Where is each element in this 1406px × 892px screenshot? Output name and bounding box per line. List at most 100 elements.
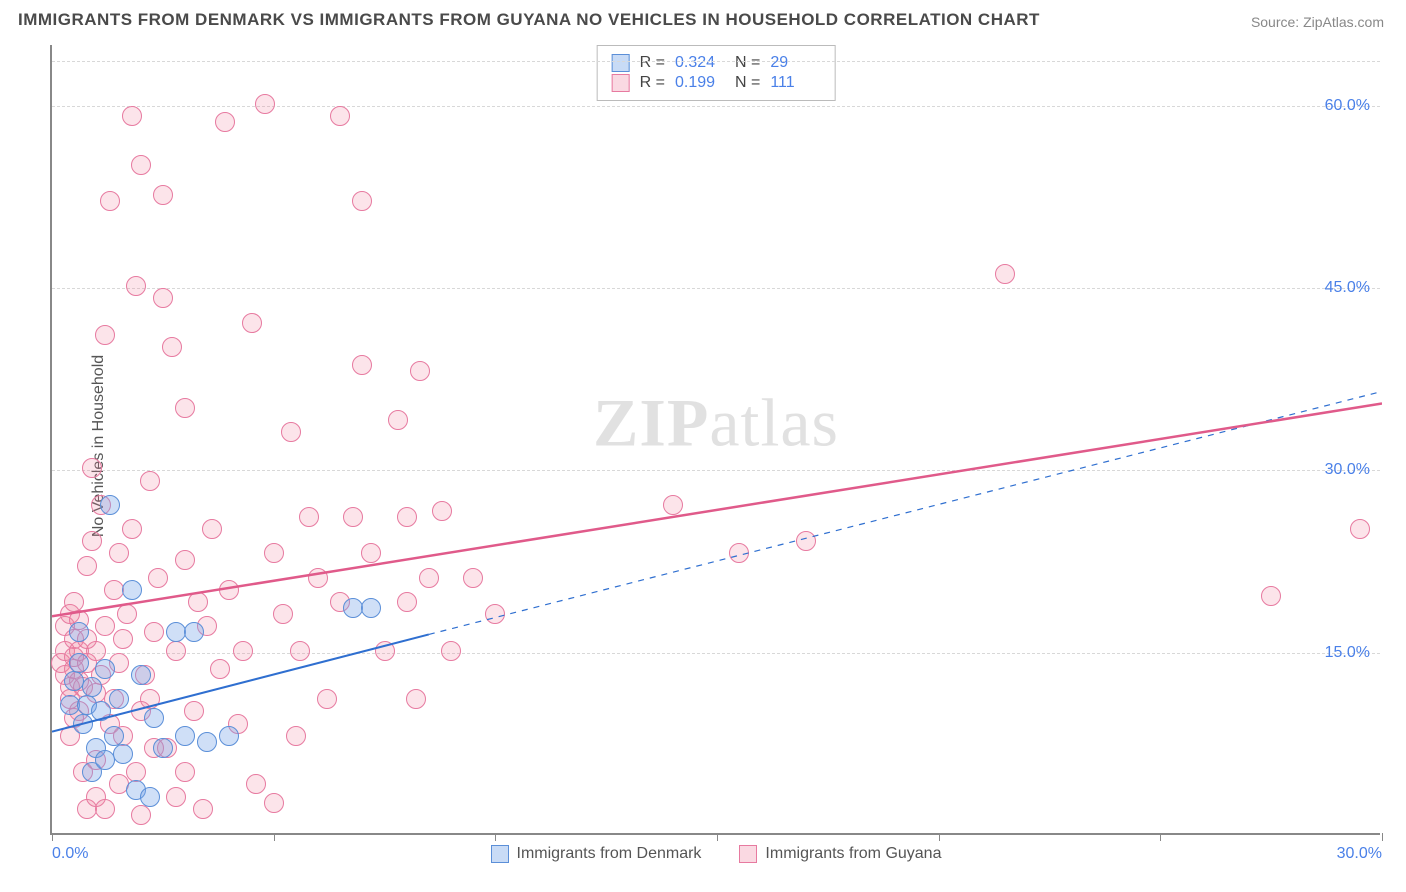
data-point: [286, 726, 306, 746]
data-point: [233, 641, 253, 661]
data-point: [406, 689, 426, 709]
data-point: [242, 313, 262, 333]
gridline: [52, 470, 1380, 471]
data-point: [184, 622, 204, 642]
legend-item-guyana: Immigrants from Guyana: [739, 845, 941, 863]
data-point: [131, 805, 151, 825]
x-tick: [1382, 833, 1383, 841]
gridline: [52, 288, 1380, 289]
n-value: 111: [770, 74, 820, 92]
data-point: [361, 598, 381, 618]
data-point: [361, 543, 381, 563]
data-point: [246, 774, 266, 794]
data-point: [210, 659, 230, 679]
stat-label: R =: [640, 74, 665, 92]
data-point: [193, 799, 213, 819]
data-point: [166, 787, 186, 807]
data-point: [113, 629, 133, 649]
data-point: [73, 714, 93, 734]
stat-label: N =: [735, 74, 760, 92]
data-point: [184, 701, 204, 721]
data-point: [352, 355, 372, 375]
data-point: [162, 337, 182, 357]
data-point: [281, 422, 301, 442]
x-tick: [717, 833, 718, 841]
x-tick: [52, 833, 53, 841]
stats-row-denmark: R = 0.324 N = 29: [612, 54, 821, 72]
data-point: [397, 592, 417, 612]
data-point: [290, 641, 310, 661]
data-point: [264, 793, 284, 813]
data-point: [1261, 586, 1281, 606]
data-point: [69, 653, 89, 673]
data-point: [175, 550, 195, 570]
data-point: [410, 361, 430, 381]
scatter-plot-area: ZIPatlas R = 0.324 N = 29 R = 0.199 N = …: [50, 45, 1380, 835]
data-point: [148, 568, 168, 588]
data-point: [153, 288, 173, 308]
data-point: [95, 799, 115, 819]
data-point: [299, 507, 319, 527]
data-point: [197, 732, 217, 752]
data-point: [264, 543, 284, 563]
y-tick-label: 60.0%: [1325, 97, 1370, 115]
y-tick-label: 45.0%: [1325, 279, 1370, 297]
data-point: [343, 507, 363, 527]
data-point: [140, 471, 160, 491]
data-point: [144, 622, 164, 642]
trend-lines: [52, 45, 1382, 835]
data-point: [215, 112, 235, 132]
swatch-icon: [739, 845, 757, 863]
data-point: [397, 507, 417, 527]
swatch-icon: [612, 74, 630, 92]
swatch-icon: [491, 845, 509, 863]
stat-label: R =: [640, 54, 665, 72]
data-point: [77, 556, 97, 576]
data-point: [153, 738, 173, 758]
data-point: [131, 665, 151, 685]
x-tick: [495, 833, 496, 841]
data-point: [64, 592, 84, 612]
data-point: [95, 659, 115, 679]
data-point: [202, 519, 222, 539]
data-point: [126, 276, 146, 296]
data-point: [441, 641, 461, 661]
data-point: [1350, 519, 1370, 539]
data-point: [463, 568, 483, 588]
data-point: [100, 191, 120, 211]
data-point: [69, 622, 89, 642]
data-point: [273, 604, 293, 624]
x-tick: [939, 833, 940, 841]
x-tick-label: 30.0%: [1337, 845, 1382, 863]
data-point: [166, 641, 186, 661]
data-point: [82, 531, 102, 551]
data-point: [219, 726, 239, 746]
x-tick: [274, 833, 275, 841]
swatch-icon: [612, 54, 630, 72]
data-point: [375, 641, 395, 661]
data-point: [131, 155, 151, 175]
data-point: [175, 726, 195, 746]
watermark: ZIPatlas: [593, 384, 839, 463]
data-point: [388, 410, 408, 430]
data-point: [175, 762, 195, 782]
data-point: [796, 531, 816, 551]
n-value: 29: [770, 54, 820, 72]
r-value: 0.199: [675, 74, 725, 92]
data-point: [104, 726, 124, 746]
stat-label: N =: [735, 54, 760, 72]
source-attribution: Source: ZipAtlas.com: [1251, 14, 1384, 30]
data-point: [91, 701, 111, 721]
data-point: [95, 325, 115, 345]
data-point: [175, 398, 195, 418]
y-tick-label: 30.0%: [1325, 461, 1370, 479]
data-point: [308, 568, 328, 588]
data-point: [352, 191, 372, 211]
stats-row-guyana: R = 0.199 N = 111: [612, 74, 821, 92]
data-point: [144, 708, 164, 728]
legend-item-denmark: Immigrants from Denmark: [491, 845, 702, 863]
data-point: [122, 106, 142, 126]
data-point: [140, 787, 160, 807]
data-point: [109, 689, 129, 709]
data-point: [432, 501, 452, 521]
